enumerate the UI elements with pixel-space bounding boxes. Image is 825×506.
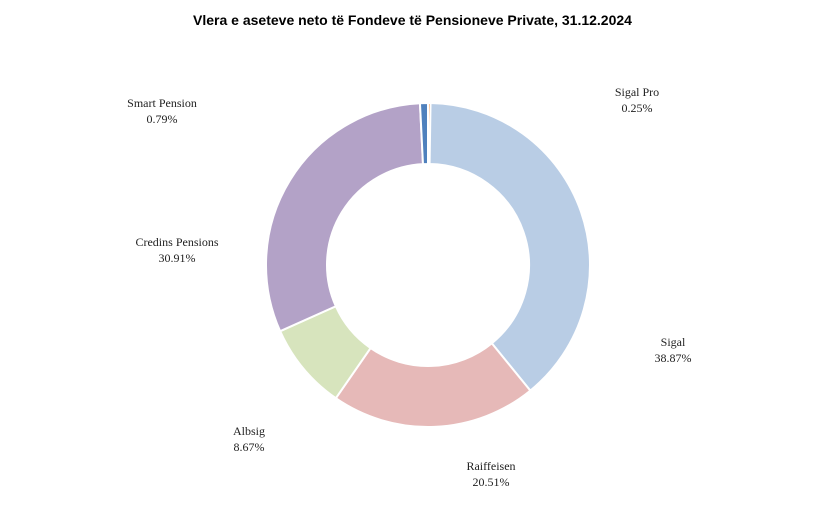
slice-value-label: 30.91% [159, 251, 196, 265]
slice-smart-pension [418, 101, 429, 166]
slice-name-label: Smart Pension [127, 96, 197, 110]
slice-name-label: Credins Pensions [135, 235, 218, 249]
slice-value-label: 0.25% [622, 101, 653, 115]
slice-sigal [428, 102, 591, 393]
slice-name-label: Raiffeisen [466, 459, 515, 473]
slice-value-label: 38.87% [655, 351, 692, 365]
slice-name-label: Sigal [661, 335, 686, 349]
slice-name-label: Albsig [233, 424, 265, 438]
slice-value-label: 20.51% [473, 475, 510, 489]
chart-title: Vlera e aseteve neto të Fondeve të Pensi… [193, 12, 632, 28]
slice-value-label: 0.79% [147, 112, 178, 126]
slice-value-label: 8.67% [234, 440, 265, 454]
slice-labels: Sigal Pro 0.25% Sigal 38.87% Raiffeisen 20.51… [127, 85, 691, 489]
slice-credins-pensions [265, 102, 425, 333]
slice-name-label: Sigal Pro [615, 85, 659, 99]
donut-slices [265, 101, 591, 428]
